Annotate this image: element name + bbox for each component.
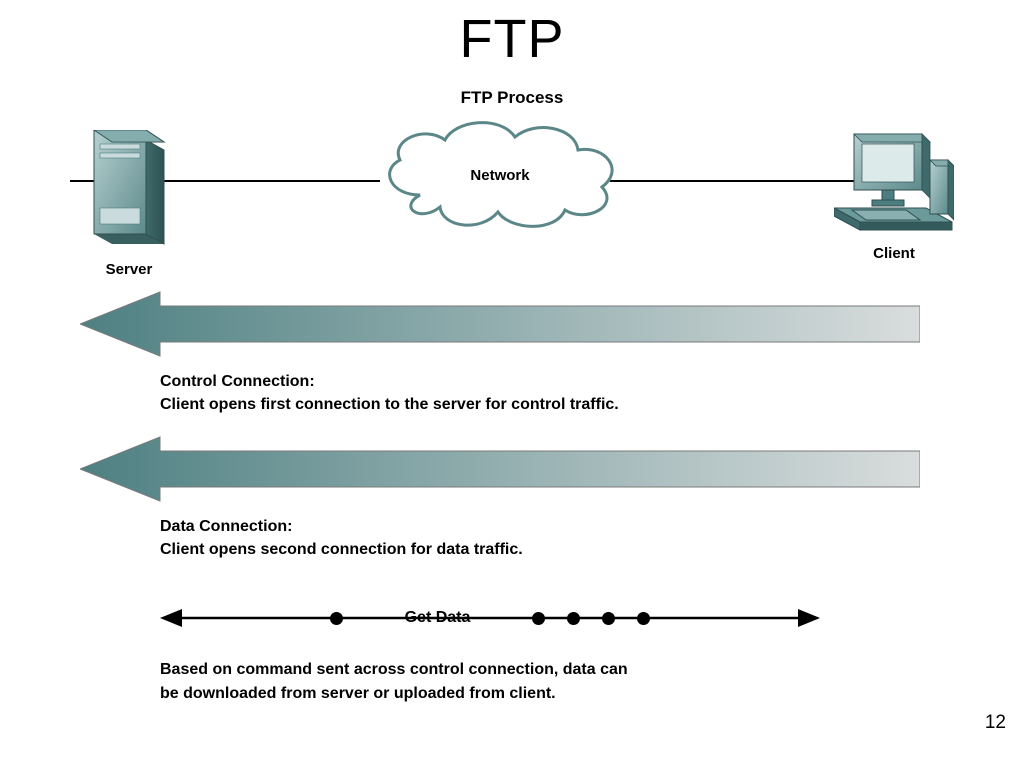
- footer-text: Based on command sent across control con…: [160, 658, 628, 706]
- data-connection-arrow: [80, 435, 920, 503]
- getdata-dot: [637, 612, 650, 625]
- client-label: Client: [834, 245, 954, 262]
- page-number: 12: [985, 712, 1006, 734]
- data-desc: Client opens second connection for data …: [160, 541, 523, 558]
- getdata-dot: [532, 612, 545, 625]
- getdata-overlay: Get Data: [160, 600, 820, 636]
- cloud-label: Network: [370, 167, 630, 184]
- network-cloud: Network: [370, 115, 630, 235]
- data-title: Data Connection:: [160, 518, 292, 535]
- footer-line1: Based on command sent across control con…: [160, 661, 628, 678]
- server-icon: [90, 130, 168, 250]
- server-label: Server: [90, 261, 168, 278]
- subtitle: FTP Process: [0, 88, 1024, 108]
- getdata-dot: [567, 612, 580, 625]
- control-connection-arrow: [80, 290, 920, 358]
- getdata-dot: [602, 612, 615, 625]
- getdata-dot: [330, 612, 343, 625]
- slide-title: FTP: [0, 0, 1024, 70]
- server-node: Server: [90, 130, 168, 278]
- control-desc: Client opens first connection to the ser…: [160, 396, 619, 413]
- client-node: Client: [834, 130, 954, 262]
- control-connection-text: Control Connection: Client opens first c…: [160, 370, 619, 416]
- control-title: Control Connection:: [160, 373, 315, 390]
- getdata-label: Get Data: [405, 609, 471, 627]
- data-connection-text: Data Connection: Client opens second con…: [160, 515, 523, 561]
- diagram-top-row: Server Network: [0, 110, 1024, 270]
- client-icon: [834, 130, 954, 234]
- getdata-row: Get Data: [160, 600, 820, 636]
- footer-line2: be downloaded from server or uploaded fr…: [160, 685, 556, 702]
